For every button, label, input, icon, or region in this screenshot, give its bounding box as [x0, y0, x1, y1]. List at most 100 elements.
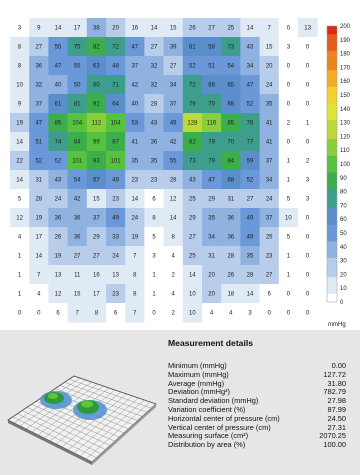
heatmap-cell-value: 28	[170, 178, 177, 184]
heatmap-cell	[240, 75, 261, 95]
heatmap-cell	[144, 56, 165, 76]
heatmap-cell-value: 8	[152, 216, 156, 222]
heatmap-cell-value: 35	[266, 102, 273, 108]
heatmap-cell-value: 12	[16, 216, 23, 222]
heatmap-cell-value: 81	[74, 102, 81, 108]
heatmap-cell	[29, 189, 49, 209]
heatmap-cell	[106, 18, 126, 38]
heatmap-cell-value: 37	[93, 216, 100, 222]
heatmap-cell-value: 31	[35, 178, 42, 184]
heatmap-cell-value: 41	[266, 121, 273, 127]
details-row-value: 27.98	[327, 396, 347, 406]
heatmap-cell-value: 84	[227, 159, 234, 165]
heatmap-cell	[48, 94, 69, 114]
details-row-label: Measuring surface (cm²)	[168, 431, 249, 441]
heatmap-cell-value: 34	[170, 83, 177, 89]
heatmap-cell-value: 52	[55, 159, 62, 165]
heatmap-cell	[182, 151, 203, 171]
heatmap-cell-value: 8	[18, 64, 22, 70]
heatmap-cell-value: 0	[287, 140, 291, 146]
heatmap-cell-value: 37	[131, 64, 138, 70]
heatmap-cell-value: 28	[247, 273, 254, 279]
colorbar-segment	[327, 45, 337, 49]
heatmap-cell	[221, 56, 241, 76]
heatmap-cell-value: 19	[131, 235, 138, 241]
heatmap-cell-value: 87	[112, 140, 119, 146]
heatmap-cell-value: 0	[306, 140, 310, 146]
heatmap-cell	[298, 94, 318, 114]
heatmap-cell	[106, 284, 126, 304]
heatmap-cell-value: 26	[227, 273, 234, 279]
colorbar-tick-label: 70	[340, 203, 347, 209]
heatmap-cell-value: 82	[189, 140, 196, 146]
heatmap-cell-value: 16	[131, 26, 138, 32]
heatmap-cell-value: 1	[287, 178, 291, 184]
heatmap-cell-value: 0	[306, 216, 310, 222]
colorbar-segment	[327, 122, 337, 126]
heatmap-cell-value: 49	[247, 235, 254, 241]
colorbar-segment	[327, 78, 337, 82]
heatmap-cell-value: 19	[16, 121, 23, 127]
heatmap-cell	[202, 208, 222, 228]
heatmap-cell	[240, 113, 261, 133]
colorbar-segment	[327, 108, 337, 113]
heatmap-cell	[298, 303, 318, 323]
colorbar-segment	[327, 130, 337, 135]
heatmap-cell-value: 79	[189, 102, 196, 108]
heatmap-cell	[10, 94, 30, 114]
heatmap-cell	[125, 75, 145, 95]
heatmap-cell-value: 70	[227, 140, 234, 146]
colorbar	[326, 25, 338, 303]
heatmap-cell	[202, 227, 222, 247]
heatmap-cell-value: 64	[112, 102, 119, 108]
heatmap-cell	[163, 246, 184, 266]
heatmap-cell	[48, 170, 69, 190]
details-row-value: 782.79	[323, 387, 346, 397]
heatmap-cell	[163, 37, 184, 57]
heatmap-cell	[86, 170, 107, 190]
heatmap-cell	[221, 132, 241, 152]
heatmap-cell-value: 1	[18, 273, 22, 279]
colorbar-segment	[327, 216, 337, 220]
heatmap-cell	[278, 113, 299, 133]
heatmap-cell	[144, 246, 165, 266]
heatmap-cell	[221, 208, 241, 228]
heatmap-cell	[259, 227, 280, 247]
heatmap-cell-value: 78	[247, 121, 254, 127]
heatmap-cell-value: 20	[112, 26, 119, 32]
heatmap-cell-value: 29	[208, 197, 215, 203]
colorbar-segment	[327, 128, 337, 132]
heatmap-cell-value: 68	[227, 178, 234, 184]
heatmap-cell	[125, 170, 145, 190]
heatmap-cell	[240, 132, 261, 152]
colorbar-segment	[327, 42, 337, 46]
colorbar-segment	[327, 147, 337, 151]
heatmap-cell	[10, 132, 30, 152]
heatmap-cell	[182, 303, 203, 323]
colorbar-segment	[327, 230, 337, 234]
heatmap-cell	[202, 113, 222, 133]
details-row-label: Distribution by area (%)	[168, 440, 246, 450]
heatmap-cell	[125, 189, 145, 209]
heatmap-cell	[10, 75, 30, 95]
heatmap-cell-value: 15	[266, 45, 273, 51]
heatmap-cell-value: 7	[133, 254, 137, 260]
heatmap-cell-value: 4	[172, 292, 176, 298]
heatmap-cell	[48, 284, 69, 304]
heatmap-cell-value: 0	[306, 311, 310, 317]
heatmap-cell	[29, 208, 49, 228]
heatmap-cell	[298, 208, 318, 228]
colorbar-segment	[327, 227, 337, 231]
colorbar-segment	[327, 34, 337, 38]
colorbar-segment	[327, 188, 337, 193]
heatmap-cell-value: 12	[170, 197, 177, 203]
heatmap-cell	[29, 265, 49, 285]
heatmap-cell-value: 7	[268, 26, 272, 32]
heatmap-cell	[182, 189, 203, 209]
heatmap-cell	[10, 170, 30, 190]
heatmap-cell-value: 13	[55, 273, 62, 279]
heatmap-cell-value: 52	[247, 102, 254, 108]
heatmap-cell	[298, 246, 318, 266]
heatmap-cell	[48, 113, 69, 133]
heatmap-cell	[48, 208, 69, 228]
